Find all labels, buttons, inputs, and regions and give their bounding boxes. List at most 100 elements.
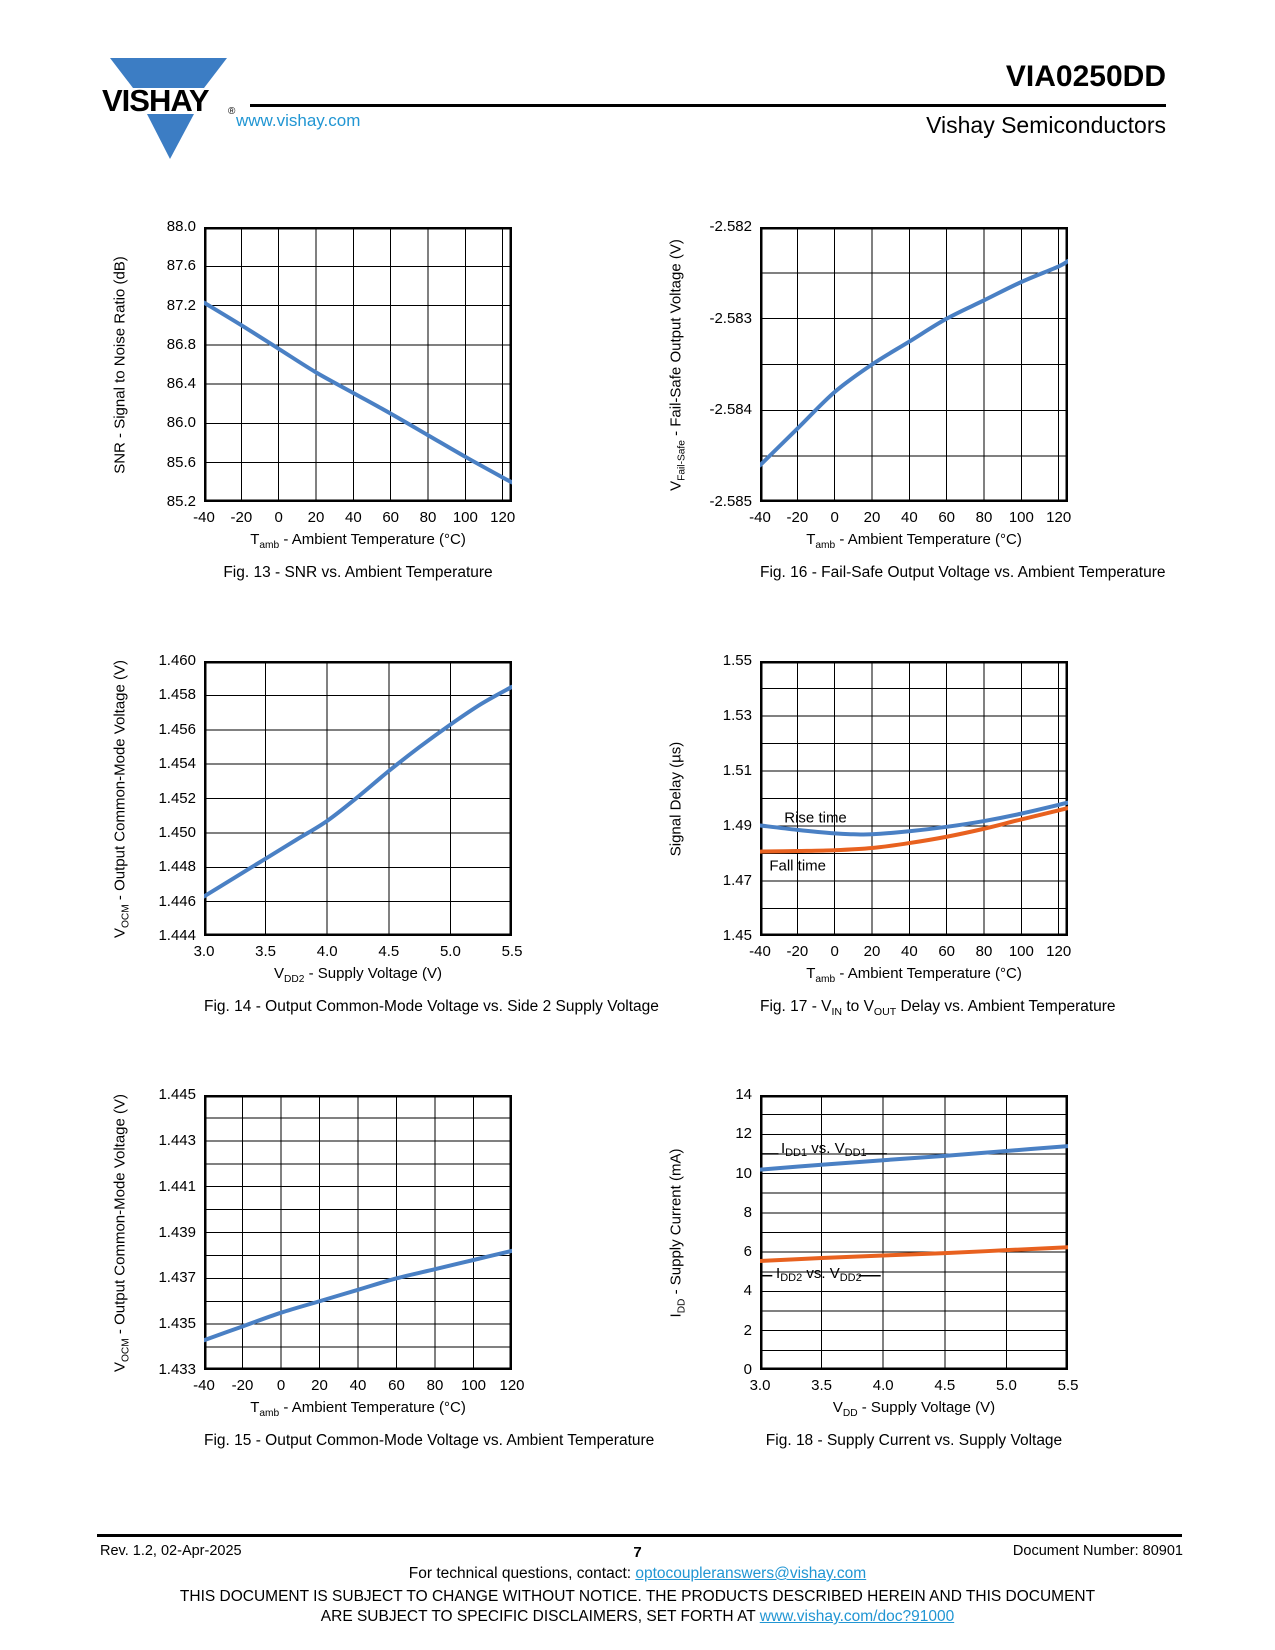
x-tick-label: -40	[749, 943, 771, 960]
y-tick-label: 86.8	[166, 335, 196, 353]
y-tick-label: 10	[735, 1164, 752, 1182]
figure-caption: Fig. 13 - SNR vs. Ambient Temperature	[223, 564, 493, 581]
plot-area: Rise time Fall time	[760, 661, 1068, 936]
y-tick-label: 1.454	[158, 755, 196, 773]
x-tick-label: 40	[900, 943, 918, 960]
y-axis-title: VFail-Safe - Fail-Safe Output Voltage (V…	[667, 238, 688, 491]
y-tick-label: 1.53	[722, 707, 752, 724]
y-tick-label: 1.446	[158, 892, 196, 910]
annotation-label: Fall time	[769, 858, 826, 875]
footer-revision: Rev. 1.2, 02-Apr-2025	[100, 1543, 242, 1559]
x-tick-label: 80	[975, 509, 993, 526]
y-axis-title: SNR - Signal to Noise Ratio (dB)	[111, 255, 129, 474]
plot-border	[204, 1095, 512, 1370]
logo-triangle-top	[110, 58, 227, 88]
x-tick-label: 20	[311, 1377, 328, 1394]
x-tick-label: -20	[786, 943, 809, 960]
x-tick-label: 120	[1046, 509, 1072, 526]
y-tick-label: 1.51	[722, 762, 752, 779]
y-tick-label: 86.4	[166, 375, 196, 393]
x-axis-title: Tamb - Ambient Temperature (°C)	[806, 965, 1022, 985]
figure-15-vocm-temp-chart: VOCM - Output Common-Mode Voltage (V) 1.4…	[100, 1086, 655, 1450]
y-tick-label: 1.444	[158, 927, 196, 944]
x-tick-label: 0	[276, 1377, 286, 1394]
figure-caption: Fig. 17 - VIN to VOUT Delay vs. Ambient …	[760, 998, 1116, 1019]
x-axis-ticks: 3.0 3.5 4.0 4.5 5.0 5.5	[194, 936, 523, 962]
y-axis-title: VOCM - Output Common-Mode Voltage (V)	[111, 1093, 132, 1372]
x-tick-label: 120	[499, 1377, 525, 1394]
y-tick-label: 1.456	[158, 720, 196, 738]
logo-triangle-bottom	[147, 114, 194, 159]
x-tick-label: 4.5	[378, 943, 400, 960]
y-tick-label: 87.6	[166, 257, 196, 275]
y-tick-label: 8	[743, 1203, 752, 1221]
x-tick-label: 20	[307, 509, 325, 526]
y-axis-ticks: 14 12 10 8 6 4 2 0	[696, 1086, 760, 1378]
footer-document-number: Document Number: 80901	[1012, 1543, 1183, 1559]
x-tick-label: 40	[900, 509, 918, 526]
x-tick-label: -40	[193, 1377, 215, 1394]
x-tick-label: -20	[230, 509, 253, 526]
contact-email-link[interactable]: optocoupleranswers@vishay.com	[635, 1565, 867, 1582]
x-tick-label: 60	[382, 509, 399, 526]
y-tick-label: 2	[743, 1321, 752, 1339]
x-tick-label: -20	[231, 1377, 254, 1394]
x-tick-label: 5.0	[995, 1377, 1017, 1394]
y-axis-ticks: 1.460 1.458 1.456 1.454 1.452 1.450 1.448 1.446…	[140, 652, 204, 944]
x-tick-label: 0	[830, 943, 839, 960]
y-tick-label: -2.584	[709, 401, 752, 419]
x-tick-label: 20	[863, 943, 881, 960]
footer-disclaimer-line2: ARE SUBJECT TO SPECIFIC DISCLAIMERS, SET…	[0, 1608, 1275, 1626]
x-axis-ticks: -40 -20 0 20 40 60 80 100 120	[193, 502, 516, 528]
part-number: VIA0250DD	[1005, 60, 1166, 93]
annotation-label: IDD1 vs. VDD1	[781, 1140, 867, 1159]
figure-14-vocm-supply-chart: VOCM - Output Common-Mode Voltage (V) 1.4…	[100, 652, 659, 1016]
x-tick-label: 0	[830, 509, 839, 526]
logo-wordmark: VISHAY	[102, 83, 210, 118]
x-tick-label: 20	[863, 509, 881, 526]
chart-canvas: IDD1 vs. VDD1 IDD2 vs. VDD2	[760, 1095, 1068, 1370]
x-axis-ticks: -40 -20 0 20 40 60 80 100 120	[193, 1370, 524, 1396]
y-tick-label: 1.443	[158, 1131, 196, 1149]
y-tick-label: 1.47	[722, 872, 752, 889]
x-tick-label: 100	[452, 509, 478, 526]
y-tick-label: 14	[735, 1086, 752, 1103]
y-axis-ticks: 88.0 87.6 87.2 86.8 86.4 86.0 85.6 85.2	[140, 218, 204, 510]
curve-rise-time	[760, 800, 1068, 837]
x-axis-title: Tamb - Ambient Temperature (°C)	[250, 1399, 466, 1419]
x-tick-label: 0	[274, 509, 283, 526]
x-tick-label: 3.0	[193, 943, 215, 960]
x-tick-label: 80	[426, 1377, 444, 1394]
x-tick-label: -40	[193, 509, 215, 526]
plot-area	[204, 1095, 512, 1370]
curve-vocm-vdd2	[204, 684, 512, 899]
x-tick-label: 4.0	[316, 943, 338, 960]
page-number: 7	[633, 1544, 642, 1561]
contact-prefix: For technical questions, contact:	[408, 1565, 636, 1582]
x-tick-label: 100	[1008, 943, 1034, 960]
x-tick-label: 40	[349, 1377, 367, 1394]
plot-border	[760, 661, 1068, 936]
chart-canvas: Rise time Fall time	[760, 661, 1068, 936]
x-tick-label: -40	[749, 509, 771, 526]
x-tick-label: 40	[344, 509, 362, 526]
y-axis-title: IDD - Supply Current (mA)	[667, 1148, 688, 1317]
chart-canvas	[760, 227, 1068, 502]
disclaimer-prefix: ARE SUBJECT TO SPECIFIC DISCLAIMERS, SET…	[320, 1608, 760, 1625]
y-tick-label: 1.448	[158, 858, 196, 876]
disclaimer-doc-link[interactable]: www.vishay.com/doc?91000	[759, 1608, 955, 1625]
y-tick-label: 0	[743, 1361, 752, 1378]
vishay-logo-icon: VISHAY ®	[102, 58, 236, 159]
x-tick-label: 3.5	[811, 1377, 833, 1394]
chart-canvas	[204, 661, 512, 936]
y-tick-label: 1.437	[158, 1269, 196, 1287]
x-tick-label: -20	[786, 509, 809, 526]
y-tick-label: 1.460	[158, 652, 196, 669]
x-tick-label: 120	[490, 509, 516, 526]
y-tick-label: 88.0	[166, 218, 196, 235]
website-link[interactable]: www.vishay.com	[236, 111, 361, 130]
y-axis-ticks: 1.445 1.443 1.441 1.439 1.437 1.435 1.433	[140, 1086, 204, 1378]
y-tick-label: -2.585	[709, 493, 752, 510]
x-tick-label: 120	[1046, 943, 1072, 960]
y-tick-label: 86.0	[166, 414, 196, 432]
